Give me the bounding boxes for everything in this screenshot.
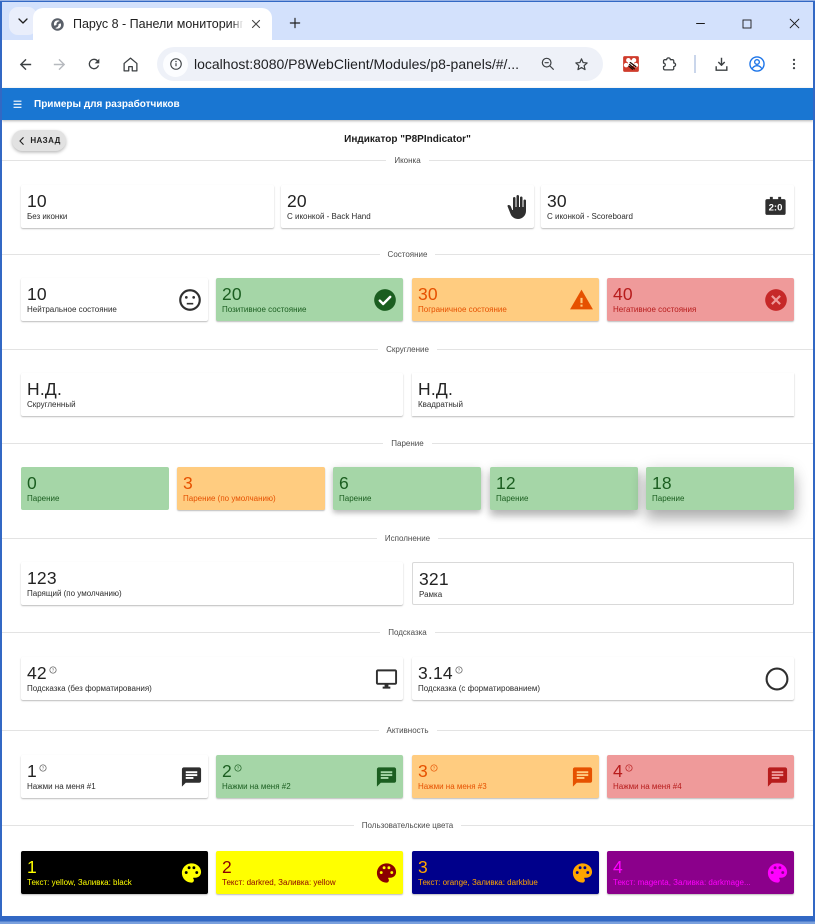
svg-text:?: ? bbox=[52, 668, 55, 673]
svg-text:?: ? bbox=[237, 766, 240, 771]
svg-text:?: ? bbox=[458, 668, 461, 673]
svg-text:2:0: 2:0 bbox=[769, 202, 783, 213]
svg-text:?: ? bbox=[628, 766, 631, 771]
svg-text:?: ? bbox=[42, 766, 45, 771]
svg-text:?: ? bbox=[433, 766, 436, 771]
